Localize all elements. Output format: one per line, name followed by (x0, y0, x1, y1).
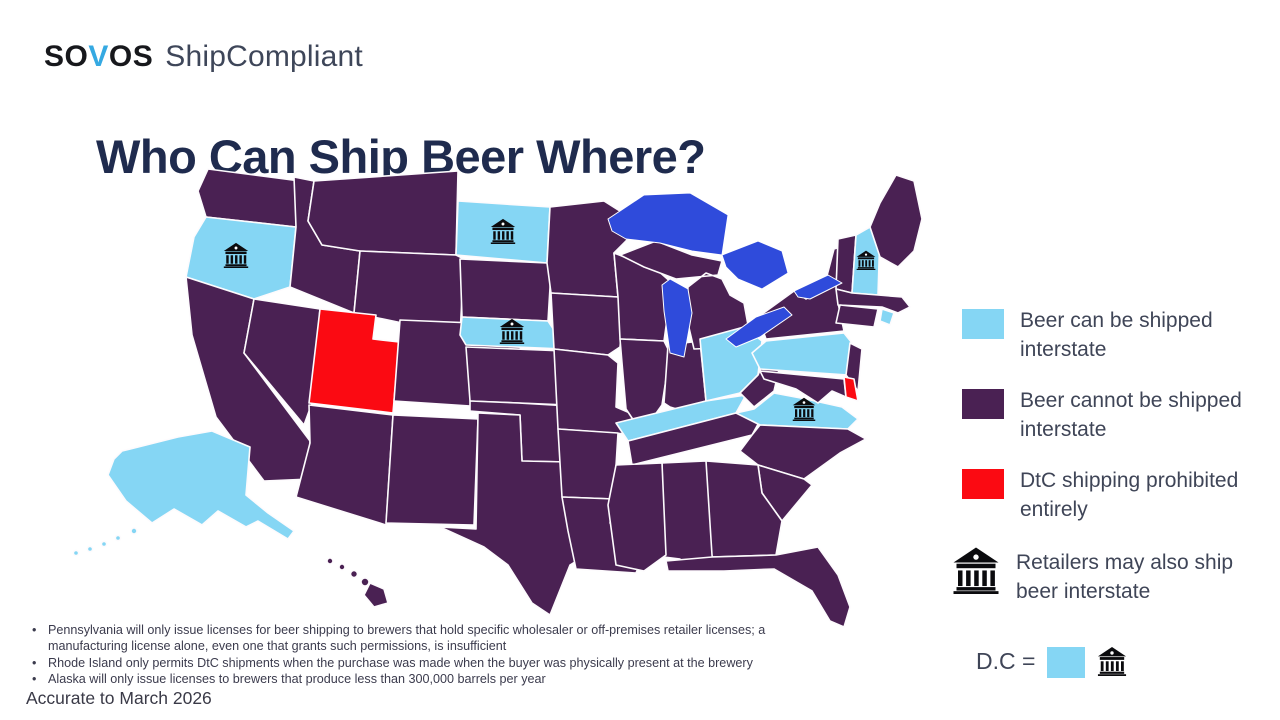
us-map: Washington Oregon California Nevada Idah… (72, 168, 923, 628)
sovos-wordmark: SOVOS (44, 40, 154, 73)
shipcompliant-wordmark: ShipCompliant (165, 40, 363, 73)
legend-item-retailers: Retailers may also ship beer interstate (952, 546, 1272, 606)
footnote-rhode-island: Rhode Island only permits DtC shipments … (28, 655, 776, 672)
brand-logo: SOVOS ShipCompliant (44, 40, 363, 74)
state-utah: Utah (308, 308, 400, 414)
dc-legend: D.C = (976, 644, 1127, 678)
lake-huron (721, 240, 789, 290)
legend-label-can-ship: Beer can be shipped interstate (1020, 309, 1213, 361)
state-iowa: Iowa (550, 292, 625, 356)
dc-bank-icon (1097, 646, 1127, 676)
state-maine: Maine (869, 174, 923, 268)
us-map-container: Washington Oregon California Nevada Idah… (60, 163, 940, 628)
state-rhode-island: Rhode Island (879, 308, 895, 326)
legend-swatch-can-ship (962, 309, 1004, 339)
accuracy-note: Accurate to March 2026 (26, 688, 212, 708)
state-mississippi: Mississippi (607, 462, 667, 572)
state-arizona: Arizona (295, 404, 394, 526)
state-alabama: Alabama (661, 460, 715, 570)
state-kansas: Kansas (465, 346, 569, 406)
legend-label-prohibited: DtC shipping prohibited entirely (1020, 469, 1239, 521)
map-legend: Beer can be shipped interstate Beer cann… (962, 306, 1272, 606)
lake-ontario (793, 274, 843, 300)
dc-swatch-can-ship (1047, 647, 1086, 678)
state-connecticut: Connecticut (835, 304, 879, 328)
state-alaska: Alaska (72, 430, 295, 557)
great-lakes-layer (607, 192, 843, 358)
state-south-dakota: South Dakota (459, 258, 552, 322)
sovos-v-mark: V (88, 40, 109, 73)
legend-item-cannot-ship: Beer cannot be shipped interstate (962, 386, 1272, 444)
state-florida: Florida (665, 546, 851, 628)
bank-icon (952, 546, 1000, 594)
legend-item-can-ship: Beer can be shipped interstate (962, 306, 1272, 364)
state-kentucky: Kentucky (615, 394, 747, 442)
states-layer: Washington Oregon California Nevada Idah… (72, 168, 923, 628)
lake-michigan (661, 278, 693, 358)
legend-item-prohibited: DtC shipping prohibited entirely (962, 466, 1272, 524)
dc-label: D.C = (976, 647, 1036, 674)
footnote-pennsylvania: Pennsylvania will only issue licenses fo… (28, 622, 776, 655)
footnote-alaska: Alaska will only issue licenses to brewe… (28, 671, 776, 688)
state-arkansas: Arkansas (557, 428, 619, 500)
lake-superior (607, 192, 729, 256)
footnotes: Pennsylvania will only issue licenses fo… (28, 622, 776, 688)
state-new-mexico: New Mexico (385, 414, 479, 526)
legend-swatch-prohibited (962, 469, 1004, 499)
state-hawaii: Hawaii (326, 557, 389, 608)
state-tennessee: Tennessee (627, 412, 763, 466)
legend-swatch-cannot-ship (962, 389, 1004, 419)
state-montana: Montana (307, 170, 459, 256)
state-nevada: Nevada (243, 298, 321, 426)
state-delaware: Delaware (843, 376, 859, 402)
legend-label-retailers: Retailers may also ship beer interstate (1016, 551, 1234, 603)
legend-label-cannot-ship: Beer cannot be shipped interstate (1020, 389, 1242, 441)
lake-erie (725, 306, 793, 348)
